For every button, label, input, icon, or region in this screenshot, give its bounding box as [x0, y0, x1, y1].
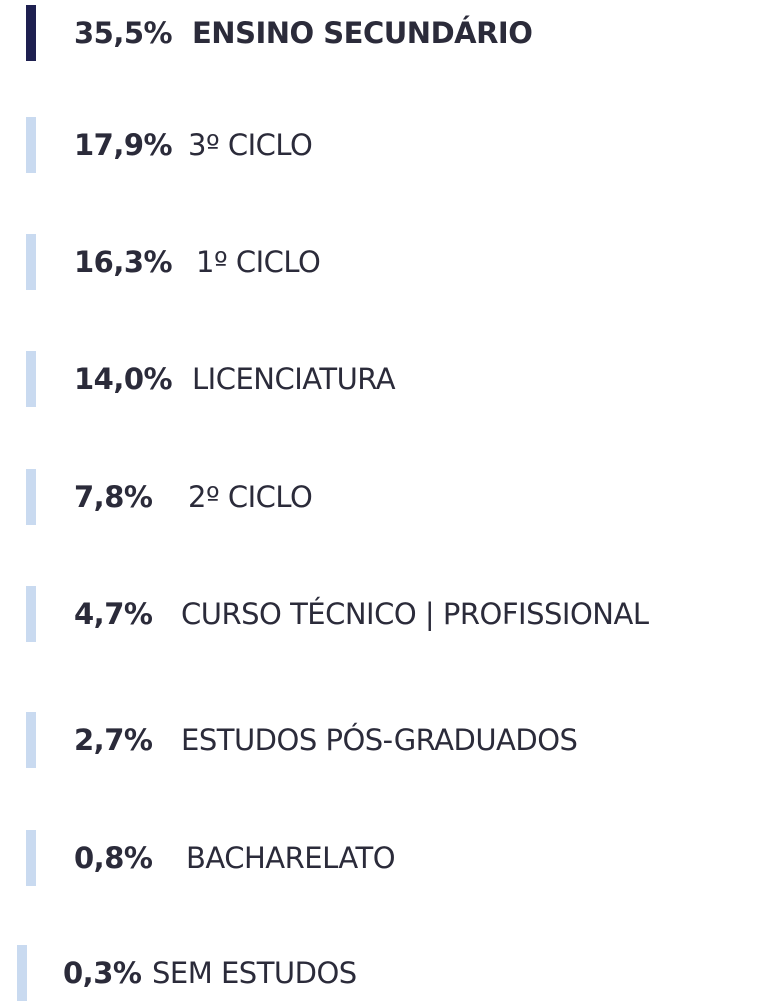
legend-item[interactable]: 16,3% 1º CICLO: [0, 232, 762, 292]
label: CURSO TÉCNICO | PROFISSIONAL: [181, 597, 649, 631]
legend-item[interactable]: 17,9% 3º CICLO: [0, 115, 762, 175]
percent: 16,3%: [74, 245, 173, 279]
legend-bar: [26, 830, 36, 886]
legend-item[interactable]: 2,7% ESTUDOS PÓS-GRADUADOS: [0, 710, 762, 770]
legend-bar: [17, 945, 27, 1001]
label: 2º CICLO: [188, 480, 313, 514]
legend-bar: [26, 586, 36, 642]
percent: 17,9%: [74, 128, 173, 162]
legend-item[interactable]: 14,0% LICENCIATURA: [0, 349, 762, 409]
legend-item[interactable]: 7,8% 2º CICLO: [0, 467, 762, 527]
label: ENSINO SECUNDÁRIO: [192, 16, 533, 50]
legend-item[interactable]: 0,3% SEM ESTUDOS: [0, 943, 762, 1003]
legend-bar: [26, 712, 36, 768]
percent: 0,8%: [74, 841, 153, 875]
label: ESTUDOS PÓS-GRADUADOS: [181, 723, 578, 757]
legend-item[interactable]: 35,5% ENSINO SECUNDÁRIO: [0, 3, 762, 63]
legend-bar: [26, 5, 36, 61]
percent: 0,3%: [63, 956, 142, 990]
percent: 14,0%: [74, 362, 173, 396]
legend-bar: [26, 234, 36, 290]
legend-bar: [26, 117, 36, 173]
legend-item[interactable]: 0,8% BACHARELATO: [0, 828, 762, 888]
percent: 7,8%: [74, 480, 153, 514]
percent: 2,7%: [74, 723, 153, 757]
label: 3º CICLO: [188, 128, 313, 162]
label: SEM ESTUDOS: [152, 956, 357, 990]
legend-bar: [26, 351, 36, 407]
label: LICENCIATURA: [192, 362, 396, 396]
percent: 4,7%: [74, 597, 153, 631]
label: 1º CICLO: [196, 245, 321, 279]
label: BACHARELATO: [186, 841, 396, 875]
percent: 35,5%: [74, 16, 173, 50]
legend-item[interactable]: 4,7% CURSO TÉCNICO | PROFISSIONAL: [0, 584, 762, 644]
legend-bar: [26, 469, 36, 525]
